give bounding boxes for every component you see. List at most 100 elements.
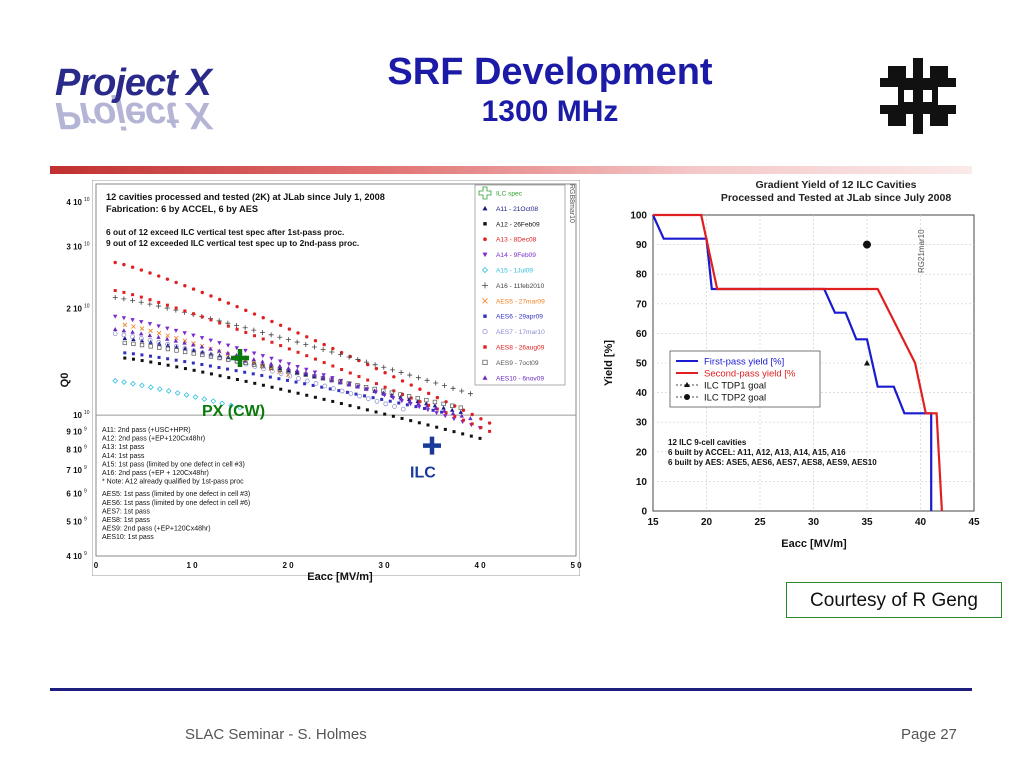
point-a12-26feb09: [339, 402, 343, 406]
point-a16-11feb2010: [130, 298, 136, 304]
legend-marker-aes8-26aug09: [483, 345, 487, 349]
point-a13-8dec08: [322, 342, 326, 347]
point-aes8-26aug09: [183, 309, 187, 313]
point-a16-11feb2010: [407, 372, 413, 378]
point-a14-9feb09: [234, 346, 239, 351]
point-a13-8dec08: [487, 421, 492, 425]
point-a11-21oct08: [441, 405, 446, 410]
legend-label-ilc-tdp2-goal: ILC TDP2 goal: [704, 393, 766, 404]
point-a12-26feb09: [192, 368, 196, 372]
process-note: A13: 1st pass: [102, 444, 145, 451]
point-a15-1jul09: [165, 388, 172, 394]
point-aes7-17mar10: [191, 348, 197, 353]
legend-label-aes10-6nov09: AES10 - 6nov09: [496, 375, 544, 382]
x-tick-label: 45: [968, 517, 980, 528]
point-a12-26feb09: [253, 381, 257, 385]
point-aes10-6nov09: [164, 336, 170, 341]
series-a13-8dec08: [113, 260, 492, 425]
point-aes8-26aug09: [348, 371, 352, 375]
process-note: A12: 2nd pass (+EP+120Cx48hr): [102, 436, 205, 443]
point-aes10-6nov09: [130, 329, 135, 334]
point-aes8-26aug09: [226, 324, 230, 328]
point-aes6-29apr09: [140, 353, 144, 357]
point-aes9-7oct09: [148, 344, 153, 349]
y-tick-exponent: 9: [84, 517, 87, 523]
point-a12-26feb09: [140, 359, 144, 363]
point-a14-9feb09: [165, 326, 170, 331]
point-aes7-17mar10: [339, 388, 345, 394]
legend-marker-aes5-27mar09: [482, 298, 488, 304]
point-aes9-7oct09: [174, 348, 179, 353]
legend-label-a14-9feb09: A14 - 9Feb09: [496, 252, 536, 259]
point-aes6-29apr09: [174, 358, 178, 362]
point-a15-1jul09: [237, 404, 243, 411]
point-a12-26feb09: [166, 363, 170, 367]
point-aes6-29apr09: [294, 380, 298, 384]
right-chart-stamp: RG21mar10: [917, 229, 926, 273]
point-a14-9feb09: [417, 405, 422, 410]
point-aes9-7oct09: [139, 342, 145, 348]
point-aes9-7oct09: [269, 365, 274, 370]
point-aes9-7oct09: [122, 340, 127, 346]
point-a14-9feb09: [121, 316, 127, 321]
y-tick-label: 40: [636, 388, 648, 399]
point-aes9-7oct09: [424, 397, 429, 403]
point-aes5-27mar09: [174, 335, 179, 341]
point-aes10-6nov09: [216, 348, 222, 353]
y-tick-exponent: 9: [84, 551, 87, 557]
point-a16-11feb2010: [389, 367, 395, 373]
point-a12-26feb09: [305, 393, 309, 397]
y-tick-label: 70: [636, 299, 648, 310]
point-a16-11feb2010: [121, 296, 127, 302]
legend-label-aes8-26aug09: AES8 - 26aug09: [496, 345, 545, 352]
point-aes9-7oct09: [165, 346, 171, 352]
annotation-label-ilc: ILC: [410, 465, 436, 482]
point-a14-9feb09: [147, 322, 153, 327]
annotation-marker-px-cw: [231, 349, 249, 368]
point-aes7-17mar10: [130, 334, 136, 339]
point-aes8-26aug09: [279, 344, 283, 348]
point-aes7-17mar10: [112, 331, 118, 336]
point-aes8-26aug09: [270, 340, 274, 344]
point-aes8-26aug09: [305, 354, 309, 358]
point-aes8-26aug09: [418, 400, 422, 404]
point-a14-9feb09: [130, 318, 135, 323]
y-tick-label: 10: [73, 411, 82, 420]
point-aes8-26aug09: [374, 382, 378, 386]
process-note: AES5: 1st pass (limited by one defect in…: [102, 491, 250, 498]
top-divider: [50, 166, 972, 174]
point-a12-26feb09: [287, 389, 291, 393]
point-aes10-6nov09: [208, 346, 213, 351]
point-a12-26feb09: [478, 436, 482, 440]
point-aes9-7oct09: [251, 362, 257, 367]
point-aes7-17mar10: [269, 368, 275, 374]
point-aes6-29apr09: [328, 387, 332, 391]
point-aes6-29apr09: [123, 351, 127, 355]
point-aes8-26aug09: [131, 293, 135, 297]
point-aes6-29apr09: [363, 394, 367, 398]
footer-presenter: SLAC Seminar - S. Holmes: [185, 726, 367, 743]
point-aes6-29apr09: [157, 355, 161, 359]
right-chart-note: 12 ILC 9-cell cavities: [668, 438, 747, 447]
point-aes9-7oct09: [191, 351, 196, 356]
point-a16-11feb2010: [251, 327, 257, 333]
point-a12-26feb09: [391, 414, 395, 418]
legend-label-a15-1jul09: A15 - 1Jul09: [496, 268, 533, 275]
process-note: AES6: 1st pass (limited by one defect in…: [102, 500, 250, 507]
point-aes8-26aug09: [340, 367, 344, 371]
point-aes6-29apr09: [422, 406, 426, 410]
point-a13-8dec08: [174, 280, 178, 285]
point-aes7-17mar10: [304, 378, 310, 384]
legend-marker-a15-1jul09: [481, 266, 489, 274]
point-a16-11feb2010: [346, 354, 352, 360]
point-a13-8dec08: [122, 262, 126, 267]
page-title-block: SRF Development 1300 MHz: [300, 50, 800, 130]
x-tick-label: 25: [754, 517, 766, 528]
y-tick-exponent: 10: [84, 410, 90, 416]
point-aes9-7oct09: [226, 357, 231, 362]
point-aes9-7oct09: [217, 355, 222, 361]
point-a13-8dec08: [261, 316, 265, 320]
legend-marker-aes7-17mar10: [482, 329, 488, 335]
point-aes7-17mar10: [147, 337, 153, 343]
point-a15-1jul09: [147, 384, 154, 391]
